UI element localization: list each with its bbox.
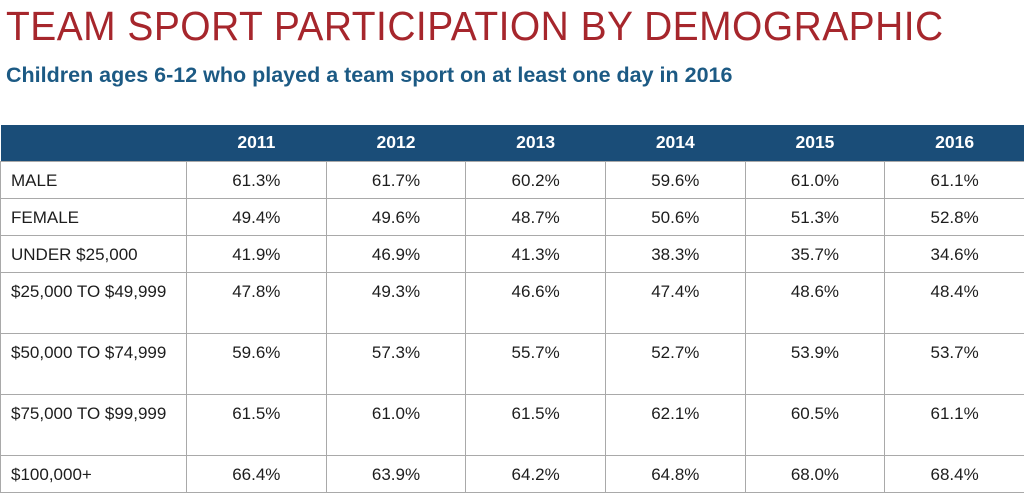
table-cell: 49.4% [186, 197, 327, 236]
table-cell: 61.7% [325, 160, 467, 199]
table-cell: 60.5% [744, 393, 886, 456]
table-row: $25,000 TO $49,999 47.8% 49.3% 46.6% 47.… [0, 271, 1024, 334]
table-cell: 52.7% [604, 332, 746, 395]
table-cell: 61.0% [744, 160, 886, 199]
row-label: $75,000 TO $99,999 [0, 393, 187, 456]
table-cell: 66.4% [186, 454, 327, 493]
column-header: 2015 [795, 132, 835, 153]
table-cell: 61.1% [884, 160, 1024, 199]
table-cell: 47.8% [186, 271, 327, 334]
table-cell: 62.1% [604, 393, 746, 456]
header-corner-cell [1, 125, 187, 161]
table-cell: 41.9% [186, 234, 327, 273]
table-cell: 46.9% [325, 234, 467, 273]
table-cell: 59.6% [186, 332, 327, 395]
table-cell: 52.8% [884, 197, 1024, 236]
table-cell: 34.6% [884, 234, 1024, 273]
table-cell: 61.5% [465, 393, 606, 456]
table-header-row: 2011 2012 2013 2014 2015 2016 [0, 125, 1024, 161]
table-cell: 63.9% [325, 454, 467, 493]
table-cell: 47.4% [604, 271, 746, 334]
participation-table: 2011 2012 2013 2014 2015 2016 MALE 61.3%… [0, 125, 1024, 493]
row-label: $100,000+ [0, 454, 187, 493]
page-title: TEAM SPORT PARTICIPATION BY DEMOGRAPHIC [6, 3, 944, 49]
table-cell: 61.5% [186, 393, 327, 456]
table-cell: 55.7% [465, 332, 606, 395]
table-cell: 48.7% [465, 197, 606, 236]
table-row: MALE 61.3% 61.7% 60.2% 59.6% 61.0% 61.1% [0, 160, 1024, 199]
table-cell: 53.9% [744, 332, 886, 395]
table-cell: 48.6% [744, 271, 886, 334]
row-label: MALE [0, 160, 187, 199]
table-cell: 49.6% [325, 197, 467, 236]
column-header: 2013 [516, 132, 556, 153]
column-header: 2012 [376, 132, 416, 153]
table-cell: 60.2% [465, 160, 606, 199]
row-label: UNDER $25,000 [0, 234, 187, 273]
column-header: 2011 [237, 132, 276, 153]
column-header: 2014 [655, 132, 695, 153]
row-label: FEMALE [0, 197, 187, 236]
page-subtitle: Children ages 6-12 who played a team spo… [6, 63, 733, 87]
table-cell: 48.4% [884, 271, 1024, 334]
row-label: $25,000 TO $49,999 [0, 271, 187, 334]
table-row: $50,000 TO $74,999 59.6% 57.3% 55.7% 52.… [0, 332, 1024, 395]
table-cell: 68.0% [744, 454, 886, 493]
table-cell: 64.2% [465, 454, 606, 493]
table-cell: 64.8% [604, 454, 746, 493]
table-cell: 68.4% [884, 454, 1024, 493]
table-cell: 46.6% [465, 271, 606, 334]
table-cell: 61.1% [884, 393, 1024, 456]
table-cell: 61.0% [325, 393, 467, 456]
table-row: $100,000+ 66.4% 63.9% 64.2% 64.8% 68.0% … [0, 454, 1024, 493]
table-cell: 49.3% [325, 271, 467, 334]
table-cell: 53.7% [884, 332, 1024, 395]
row-label: $50,000 TO $74,999 [0, 332, 187, 395]
table-cell: 38.3% [604, 234, 746, 273]
table-cell: 50.6% [604, 197, 746, 236]
table-row: FEMALE 49.4% 49.6% 48.7% 50.6% 51.3% 52.… [0, 197, 1024, 236]
table-row: UNDER $25,000 41.9% 46.9% 41.3% 38.3% 35… [0, 234, 1024, 273]
table-cell: 41.3% [465, 234, 606, 273]
column-header: 2016 [935, 132, 975, 153]
table-cell: 61.3% [186, 160, 327, 199]
table-cell: 51.3% [744, 197, 886, 236]
table-row: $75,000 TO $99,999 61.5% 61.0% 61.5% 62.… [0, 393, 1024, 456]
table-cell: 59.6% [604, 160, 746, 199]
table-cell: 57.3% [325, 332, 467, 395]
table-cell: 35.7% [744, 234, 886, 273]
